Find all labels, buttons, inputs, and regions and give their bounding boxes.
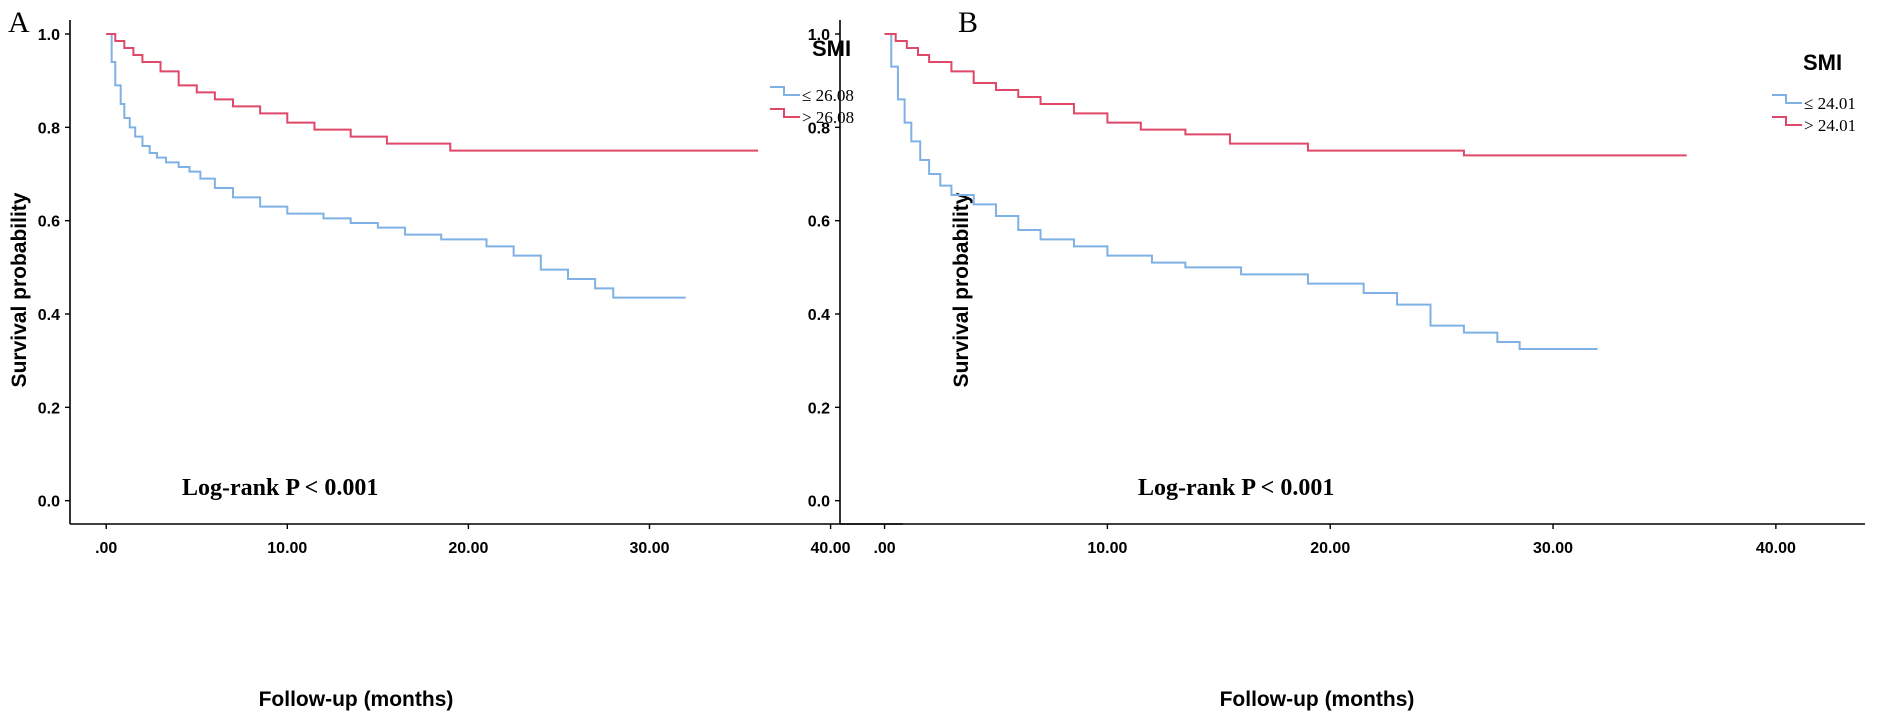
y-tick-label-a: 0.6: [38, 214, 60, 231]
y-axis-title-a: Survival probability: [8, 192, 31, 387]
legend-label-a-2: > 26.08: [802, 108, 854, 127]
logrank-annotation-b: Log-rank P < 0.001: [1138, 475, 1334, 501]
legend-title-a: SMI: [812, 36, 851, 61]
y-tick-label-b: 1.0: [808, 27, 830, 44]
y-tick-label-a: 0.8: [38, 120, 60, 137]
legend-swatch-b-2: [1772, 116, 1802, 126]
panel-letter-b: B: [958, 6, 978, 39]
km-curve-a-1: [106, 33, 686, 299]
x-tick-label-a: 10.00: [267, 540, 307, 557]
x-tick-label-a: 20.00: [448, 540, 488, 557]
y-tick-label-a: 1.0: [38, 27, 60, 44]
km-curve-b-1: [884, 33, 1598, 350]
legend-swatch-a-2: [770, 108, 800, 118]
x-tick-label-b: 40.00: [1756, 540, 1796, 557]
x-tick-label-a: 30.00: [629, 540, 669, 557]
y-tick-label-b: 0.4: [808, 307, 830, 324]
x-tick-label-a: 40.00: [811, 540, 851, 557]
y-tick-label-a: 0.4: [38, 307, 60, 324]
y-tick-label-b: 0.2: [808, 400, 830, 417]
x-tick-label-a: .00: [95, 540, 117, 557]
panel-letter-a: A: [8, 6, 30, 39]
y-tick-label-a: 0.0: [38, 494, 60, 511]
logrank-annotation-a: Log-rank P < 0.001: [182, 475, 378, 501]
km-curve-a-2: [106, 33, 759, 152]
legend-label-a-1: ≤ 26.08: [802, 86, 854, 105]
x-axis-title-a: Follow-up (months): [259, 688, 454, 711]
x-tick-label-b: 20.00: [1310, 540, 1350, 557]
y-axis-title-b: Survival probability: [950, 192, 973, 387]
panel-a: A Survival probability Follow-up (months…: [8, 6, 903, 711]
y-tick-label-a: 0.2: [38, 400, 60, 417]
legend-label-b-2: > 24.01: [1804, 116, 1856, 135]
x-tick-label-b: .00: [873, 540, 895, 557]
x-axis-title-b: Follow-up (months): [1220, 688, 1415, 711]
legend-label-b-1: ≤ 24.01: [1804, 94, 1856, 113]
y-tick-label-b: 0.6: [808, 214, 830, 231]
y-tick-label-b: 0.0: [808, 494, 830, 511]
km-curve-b-2: [884, 33, 1687, 157]
y-tick-label-b: 0.8: [808, 120, 830, 137]
legend-swatch-a-1: [770, 86, 800, 96]
x-tick-label-b: 10.00: [1087, 540, 1127, 557]
x-tick-label-b: 30.00: [1533, 540, 1573, 557]
panel-b: B Survival probability Follow-up (months…: [808, 6, 1865, 711]
legend-title-b: SMI: [1803, 50, 1842, 75]
legend-swatch-b-1: [1772, 94, 1802, 104]
